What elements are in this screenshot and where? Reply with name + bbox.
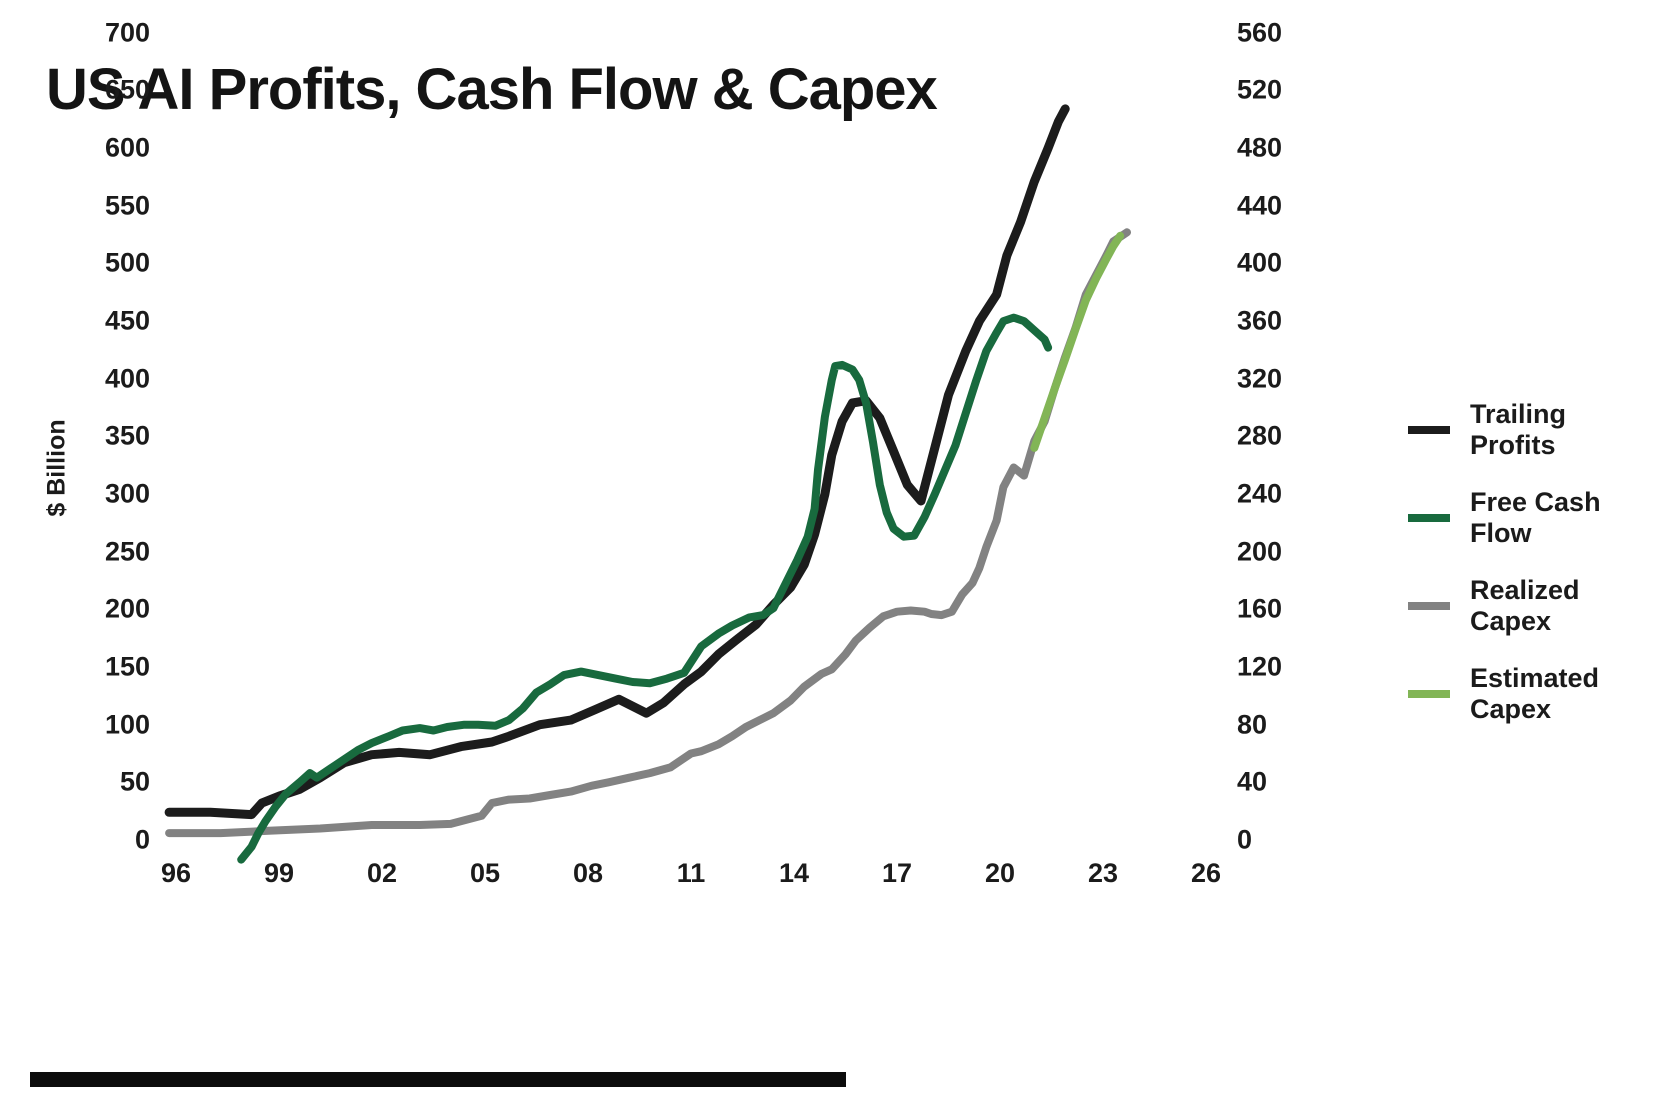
estimated-capex-line-swatch (1408, 690, 1450, 698)
legend-label-line: Estimated (1470, 663, 1600, 693)
y-tick-label-right: 40 (1237, 766, 1268, 797)
x-tick-label: 05 (469, 858, 501, 888)
y-tick-label-left: 50 (119, 766, 150, 797)
legend-entry-realized-capex: Realized Capex (1408, 574, 1580, 638)
series-line-free-cash-flow (237, 313, 1053, 864)
source-footnote-bar (30, 1072, 846, 1087)
legend-entry-trailing-profits: Trailing Profits (1408, 398, 1566, 462)
y-tick-label-right: 160 (1237, 593, 1283, 624)
legend-entry-free-cash-flow: Free Cash Flow (1408, 486, 1601, 550)
y-tick-label-right: 320 (1237, 363, 1283, 394)
series-line-realized-capex (165, 228, 1131, 838)
y-tick-label-left: 500 (104, 247, 150, 278)
y-tick-label-right: 240 (1237, 478, 1283, 509)
y-tick-label-left: 600 (104, 132, 150, 163)
free-cash-flow-line-swatch (1408, 514, 1450, 522)
y-tick-label-right: 360 (1237, 305, 1283, 336)
legend-label-free-cash-flow: Free Cash Flow (1470, 487, 1601, 549)
y-tick-label-right: 280 (1237, 420, 1283, 451)
legend-label-line: Capex (1470, 694, 1552, 724)
x-tick-label: 11 (676, 858, 706, 888)
y-tick-label-left: 150 (104, 651, 150, 682)
legend-label-line: Profits (1470, 430, 1556, 460)
y-tick-label-left: 700 (104, 17, 150, 48)
y-tick-label-left: 550 (104, 190, 150, 221)
legend-label-line: Realized (1470, 575, 1580, 605)
y-tick-label-right: 440 (1237, 190, 1283, 221)
y-tick-label-right: 80 (1237, 709, 1268, 740)
y-tick-label-right: 560 (1237, 17, 1283, 48)
legend-label-line: Trailing (1470, 399, 1567, 429)
y-tick-label-right: 400 (1237, 247, 1283, 278)
x-tick-label: 99 (263, 858, 295, 888)
x-tick-label: 02 (366, 858, 398, 888)
trailing-profits-line-swatch (1408, 426, 1450, 434)
y-tick-label-left: 0 (134, 824, 150, 855)
y-tick-label-right: 0 (1237, 824, 1253, 855)
legend-label-estimated-capex: Estimated Capex (1470, 663, 1599, 725)
y-tick-label-left: 650 (104, 74, 150, 105)
y-tick-label-right: 480 (1237, 132, 1283, 163)
x-tick-label: 20 (984, 858, 1016, 888)
y-tick-label-right: 120 (1237, 651, 1283, 682)
y-tick-label-left: 400 (104, 363, 150, 394)
y-tick-label-left: 250 (104, 536, 150, 567)
x-tick-label: 08 (572, 858, 604, 888)
y-tick-label-left: 200 (104, 593, 150, 624)
x-tick-label: 26 (1190, 858, 1222, 888)
y-tick-label-left: 300 (104, 478, 150, 509)
series-line-estimated-capex (1030, 231, 1125, 452)
y-tick-label-left: 100 (104, 709, 150, 740)
legend-label-line: Flow (1470, 518, 1532, 548)
y-tick-label-left: 350 (104, 420, 150, 451)
y-tick-label-right: 200 (1237, 536, 1283, 567)
y-tick-label-right: 520 (1237, 74, 1283, 105)
legend-label-line: Capex (1470, 606, 1552, 636)
series-line-trailing-profits (164, 104, 1070, 820)
realized-capex-line-swatch (1408, 602, 1450, 610)
legend-label-line: Free Cash (1470, 487, 1601, 517)
x-tick-label: 96 (160, 858, 192, 888)
legend-label-trailing-profits: Trailing Profits (1470, 399, 1566, 461)
x-tick-label: 23 (1087, 858, 1119, 888)
x-tick-label: 14 (778, 858, 810, 888)
legend-label-realized-capex: Realized Capex (1470, 575, 1580, 637)
x-tick-label: 17 (881, 858, 913, 888)
y-tick-label-left: 450 (104, 305, 150, 336)
chart-title: US AI Profits, Cash Flow & Capex (46, 57, 938, 122)
legend-entry-estimated-capex: Estimated Capex (1408, 662, 1599, 726)
